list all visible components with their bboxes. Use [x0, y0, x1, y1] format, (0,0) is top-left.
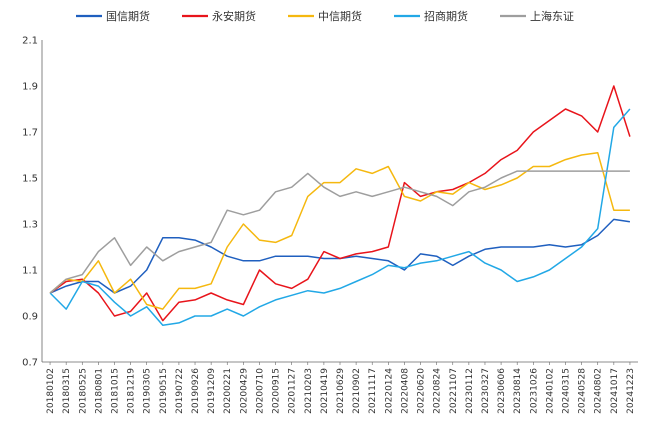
x-tick-label: 20181015: [110, 368, 120, 414]
y-tick-label: 1.3: [22, 220, 38, 231]
x-tick-label: 20231026: [529, 368, 539, 414]
y-tick-label: 1.7: [22, 128, 38, 139]
x-tick-label: 20240802: [594, 368, 604, 414]
x-tick-label: 20210419: [320, 368, 330, 414]
x-tick-label: 20240315: [562, 368, 572, 414]
x-tick-label: 20200221: [223, 368, 233, 414]
y-tick-label: 1.5: [22, 174, 38, 185]
legend-label: 国信期货: [106, 9, 150, 23]
x-tick-label: 20220124: [384, 368, 394, 414]
x-tick-label: 20191209: [207, 368, 217, 414]
y-tick-label: 1.1: [22, 266, 38, 277]
x-tick-label: 20180315: [62, 368, 72, 414]
x-tick-label: 20201127: [288, 368, 298, 414]
y-axis: 0.7 0.9 1.1 1.3 1.5 1.7 1.9 2.1: [22, 36, 43, 369]
x-tick-label: 20200915: [272, 368, 282, 414]
x-tick-label: 20190305: [143, 368, 153, 414]
x-tick-label: 20181219: [127, 368, 137, 414]
x-tick-label: 20230606: [497, 368, 507, 414]
x-tick-label: 20211117: [368, 368, 378, 414]
y-tick-label: 1.9: [22, 82, 38, 93]
x-tick-label: 20241017: [610, 368, 620, 414]
legend-label: 中信期货: [318, 9, 362, 23]
x-tick-label: 20190722: [175, 368, 185, 414]
series-line-1: [49, 218, 631, 294]
x-tick-label: 20210203: [304, 368, 314, 414]
x-tick-label: 20200710: [255, 368, 265, 414]
x-tick-label: 20180102: [46, 368, 56, 414]
x-tick-label: 20190926: [191, 368, 201, 414]
x-tick-label: 20241223: [626, 368, 636, 414]
x-tick-label: 20200429: [239, 368, 249, 414]
legend-label: 永安期货: [212, 9, 256, 23]
x-tick-label: 20180525: [78, 368, 88, 414]
x-tick-label: 20240102: [545, 368, 555, 414]
series-line-5: [49, 170, 630, 294]
series-line-3: [49, 151, 630, 310]
y-tick-label: 0.7: [22, 358, 38, 369]
x-tick-label: 20220620: [417, 368, 427, 414]
x-tick-label: 20220408: [400, 368, 410, 414]
x-tick-label: 20230814: [513, 368, 523, 414]
x-tick-label: 20210902: [352, 368, 362, 414]
y-tick-label: 2.1: [22, 36, 38, 47]
x-tick-label: 20190515: [159, 368, 169, 414]
x-axis: 20180102 20180315 20180525 20180801 20181015…: [42, 361, 638, 414]
x-tick-label: 20220824: [433, 368, 443, 414]
series-line-4: [49, 108, 631, 326]
x-tick-label: 20230327: [481, 368, 491, 414]
x-tick-label: 20210629: [336, 368, 346, 414]
x-tick-label: 20240528: [578, 368, 588, 414]
series-line-2: [49, 85, 631, 322]
legend-label: 招商期货: [424, 9, 468, 23]
legend: 国信期货 永安期货 中信期货 招商期货 上海东证: [76, 9, 574, 23]
y-tick-label: 0.9: [22, 312, 38, 323]
legend-label: 上海东证: [530, 9, 574, 23]
x-tick-label: 20230112: [465, 368, 475, 414]
x-tick-label: 20180801: [94, 368, 104, 414]
plot-area: [49, 85, 631, 326]
x-tick-label: 20221107: [449, 368, 459, 414]
